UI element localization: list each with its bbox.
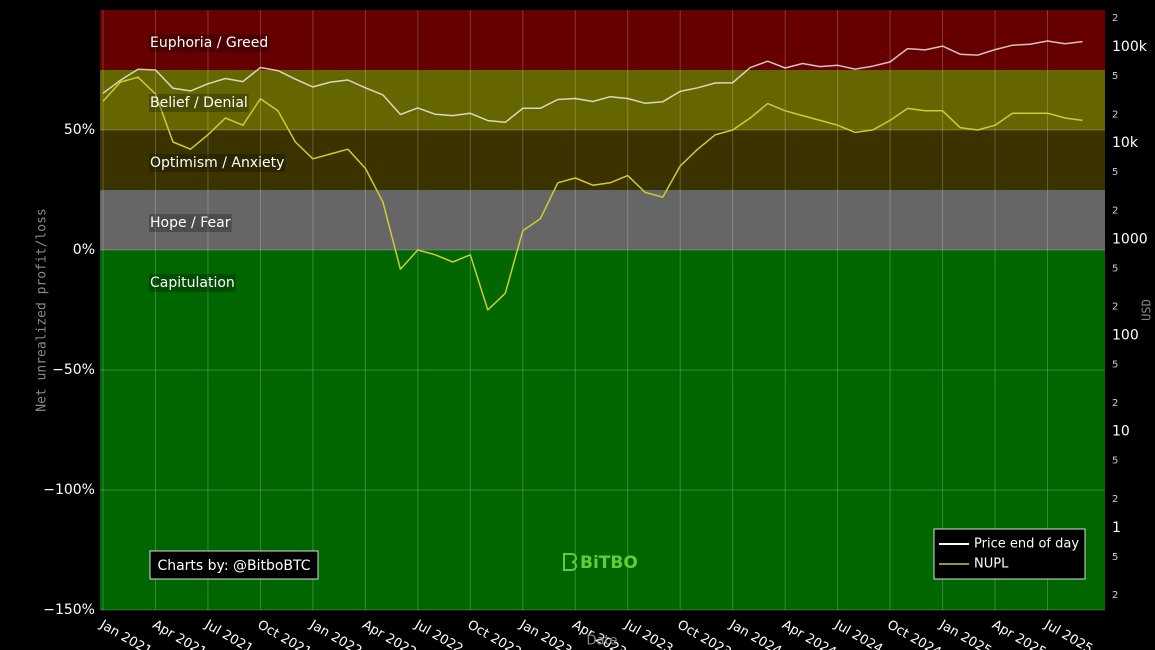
legend: Price end of day NUPL [933,528,1086,580]
y2-tick-label: 2 [1112,13,1118,24]
y2-tick-label: 5 [1112,71,1118,82]
lines [102,40,1083,311]
y-tick-label: 0% [73,242,95,258]
zone-label-bg [149,34,270,52]
zone-band [100,70,1105,130]
legend-label: Price end of day [974,537,1079,552]
x-axis-title: Date [586,634,617,649]
y2-tick-label: 5 [1112,263,1118,274]
series-line [102,76,1083,311]
y2-tick-label: 2 [1112,109,1118,120]
zone-label-bg [149,154,286,172]
legend-box [933,528,1086,580]
y2-tick-label: 2 [1112,494,1118,505]
y2-axis-title: USD [1140,299,1154,321]
y2-tick-label: 100 [1112,328,1139,344]
watermark-icon [563,553,577,571]
zone-label: Capitulation [150,275,235,291]
zone-label: Belief / Denial [150,95,248,111]
zone-label-bg [149,274,236,292]
zone-label-bg [149,214,232,232]
y2-tick-label: 1 [1112,520,1121,536]
zones [100,10,1105,610]
y-tick-label: −100% [43,482,95,498]
y2-tick-label: 100k [1112,39,1148,55]
grid [100,10,1105,611]
legend-label: NUPL [974,557,1009,572]
y2-tick-label: 2 [1112,205,1118,216]
y2-tick-label: 5 [1112,552,1118,563]
zone-label: Optimism / Anxiety [150,155,284,171]
y2-tick-label: 2 [1112,590,1118,601]
y2-tick-label: 5 [1112,167,1118,178]
zone-band [100,10,1105,70]
annotation-text: Charts by: @BitboBTC [157,558,310,574]
zone-label: Hope / Fear [150,215,231,231]
y2-tick-label: 10 [1112,424,1130,440]
watermark: BiTBO [563,553,638,573]
zone-band [100,190,1105,250]
zone-label-bg [149,94,249,112]
y-tick-label: −150% [43,602,95,618]
annotation-box [149,550,319,580]
y-tick-label: −50% [52,362,95,378]
watermark-text: BiTBO [580,553,638,573]
y2-tick-label: 2 [1112,302,1118,313]
y2-tick-label: 10k [1112,135,1139,151]
series-line [102,40,1083,124]
y-axis-title: Net unrealized profit/loss [35,208,50,412]
y2-tick-label: 2 [1112,398,1118,409]
zone-label: Euphoria / Greed [150,35,268,51]
annotation: Charts by: @BitboBTC [149,550,319,580]
zone-band [100,130,1105,190]
y2-tick-label: 5 [1112,360,1118,371]
y2-tick-label: 5 [1112,456,1118,467]
y-tick-label: 50% [64,122,95,138]
y2-tick-label: 1000 [1112,231,1148,247]
